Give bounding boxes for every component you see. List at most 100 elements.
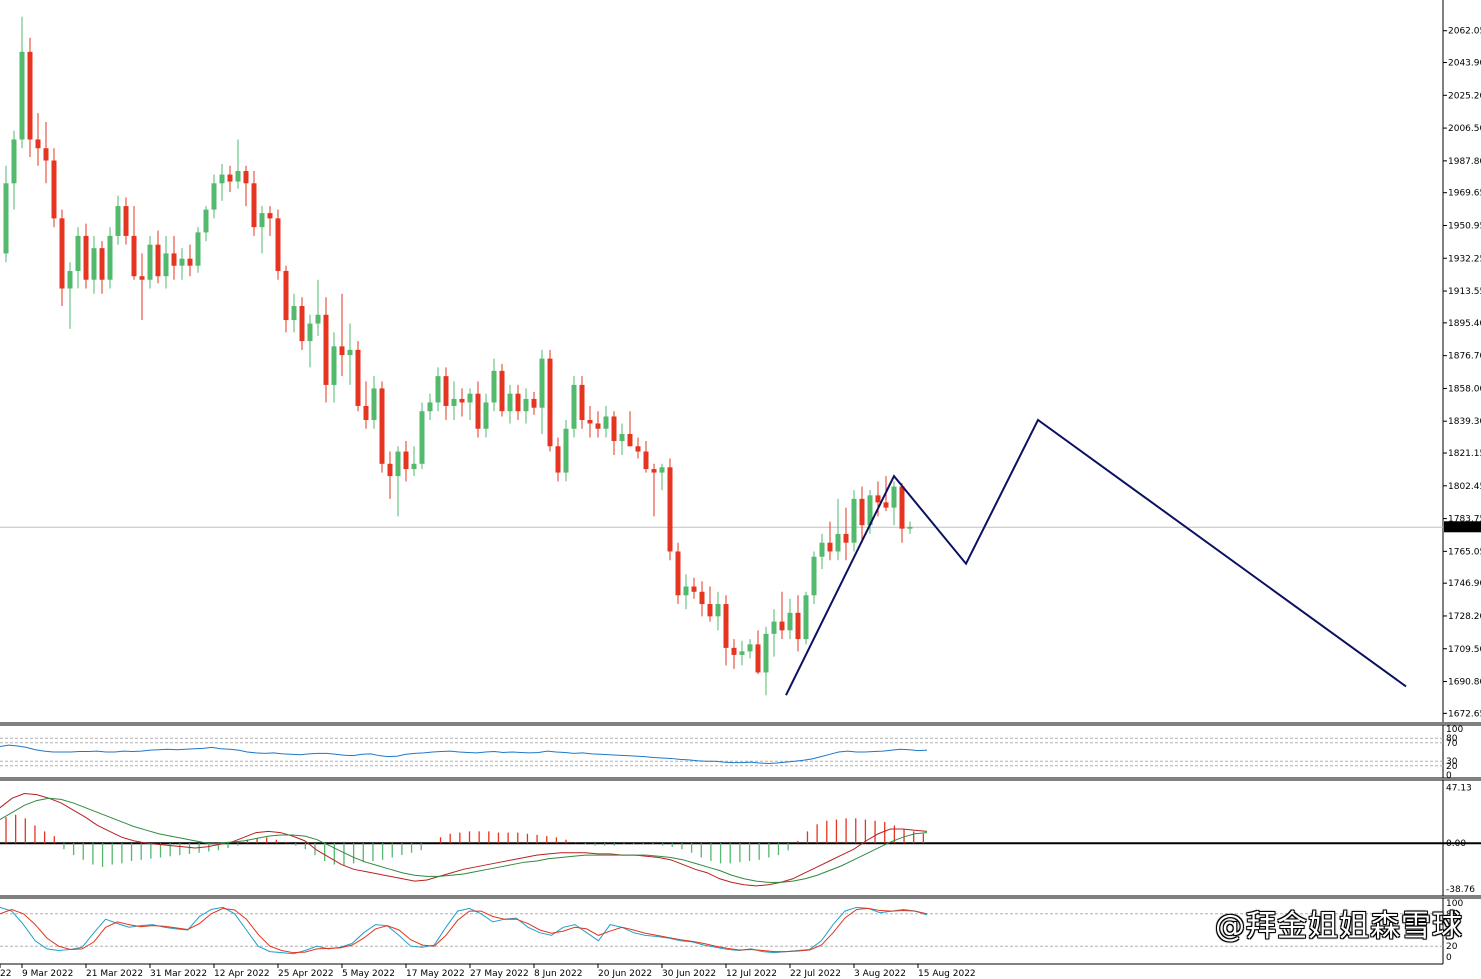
date-label: 9 Mar 2022 <box>22 969 73 979</box>
price-tick-label: 1876.70 <box>1448 352 1481 362</box>
candle-body <box>323 314 329 385</box>
candle-body <box>659 467 665 473</box>
price-tick-label: 1895.40 <box>1448 319 1481 329</box>
date-label: 17 May 2022 <box>406 969 465 979</box>
candle-body <box>67 270 73 289</box>
price-tick-label: 1969.65 <box>1448 189 1481 199</box>
price-tick-label: 2025.20 <box>1448 91 1481 101</box>
candle-body <box>171 253 177 266</box>
candle-body <box>243 171 249 184</box>
candle-body <box>691 586 697 592</box>
candle-body <box>291 306 297 321</box>
candle-body <box>795 612 801 640</box>
candle-body <box>387 463 393 477</box>
candle-body <box>219 174 225 184</box>
candle-body <box>139 276 145 280</box>
price-tick-label: 1932.25 <box>1448 254 1481 264</box>
candle-body <box>379 388 385 464</box>
macd-panel: 47.13 0.00 -38.76 <box>0 777 1481 896</box>
price-tick-label: 1746.90 <box>1448 579 1481 589</box>
price-tick-label: 1728.20 <box>1448 612 1481 622</box>
candle-body <box>475 393 481 429</box>
date-label: 25 Apr 2022 <box>278 969 334 979</box>
candle-body <box>611 416 617 442</box>
rsi-level-label: 80 <box>1446 734 1458 744</box>
candle-body <box>35 139 41 149</box>
candle-body <box>27 51 33 140</box>
candle-body <box>763 633 769 673</box>
candle-body <box>419 411 425 464</box>
date-label: 12 Jul 2022 <box>726 969 777 979</box>
price-tick-label: 1765.05 <box>1448 547 1481 557</box>
price-tick-label: 1783.75 <box>1448 515 1481 525</box>
candle-body <box>779 621 785 631</box>
stoch-signal-line <box>0 907 928 954</box>
candle-body <box>459 398 465 403</box>
candle-body <box>347 349 353 356</box>
candle-body <box>251 183 257 228</box>
candle-body <box>235 171 241 182</box>
price-tick-label: 2062.05 <box>1448 27 1481 37</box>
date-label: 15 Aug 2022 <box>918 969 976 979</box>
candle-body <box>907 526 913 529</box>
rsi-level-label: 30 <box>1446 757 1458 767</box>
candle-body <box>131 235 137 277</box>
candle-body <box>675 551 681 596</box>
candle-body <box>587 419 593 424</box>
candle-body <box>91 248 97 280</box>
candle-body <box>819 542 825 557</box>
candle-body <box>83 235 89 280</box>
date-label: 20 Jun 2022 <box>598 969 652 979</box>
candle-body <box>259 213 265 228</box>
candle-body <box>363 405 369 420</box>
rsi-line <box>0 744 928 765</box>
candle-body <box>619 434 625 442</box>
rsi-level-label: 20 <box>1446 762 1458 772</box>
candle-body <box>451 398 457 406</box>
candle-body <box>371 388 377 420</box>
price-tick-label: 1821.15 <box>1448 449 1481 459</box>
candle-body <box>723 604 729 648</box>
rsi-level-label: 100 <box>1446 725 1463 735</box>
macd-tick-label: -38.76 <box>1446 885 1475 895</box>
date-label: 30 Jun 2022 <box>662 969 716 979</box>
date-label: 22 <box>0 969 11 979</box>
candle-body <box>563 428 569 473</box>
price-tick-label: 1672.65 <box>1448 709 1481 719</box>
candle-body <box>571 384 577 429</box>
candle-body <box>147 244 153 280</box>
candle-body <box>43 148 49 161</box>
candle-body <box>275 218 281 271</box>
candle-body <box>739 651 745 655</box>
stoch-level-label: 100 <box>1446 899 1463 909</box>
candle-body <box>203 209 209 233</box>
candle-body <box>443 376 449 406</box>
candle-body <box>859 498 865 526</box>
price-tick-label: 1709.50 <box>1448 645 1481 655</box>
stoch-level-label: 20 <box>1446 942 1458 952</box>
candle-body <box>179 258 185 266</box>
date-axis: 22 9 Mar 2022 21 Mar 2022 31 Mar 2022 12 Apr… <box>0 963 1443 979</box>
projection-zigzag-line <box>785 418 1407 696</box>
price-tick-label: 1913.55 <box>1448 287 1481 297</box>
candle-body <box>155 244 161 277</box>
candle-body <box>851 498 857 543</box>
candle-body <box>643 451 649 470</box>
macd-tick-label: 0.00 <box>1446 839 1466 849</box>
candle-body <box>547 358 553 447</box>
candle-body <box>355 349 361 406</box>
candle-body <box>403 451 409 470</box>
rsi-level-label: 0 <box>1446 771 1452 781</box>
candle-body <box>651 469 657 473</box>
candle-body <box>331 346 337 385</box>
candle-body <box>635 446 641 452</box>
candle-body <box>507 393 513 412</box>
candle-body <box>187 258 193 266</box>
candle-body <box>3 183 9 254</box>
date-label: 21 Mar 2022 <box>86 969 143 979</box>
candle-body <box>515 393 521 412</box>
